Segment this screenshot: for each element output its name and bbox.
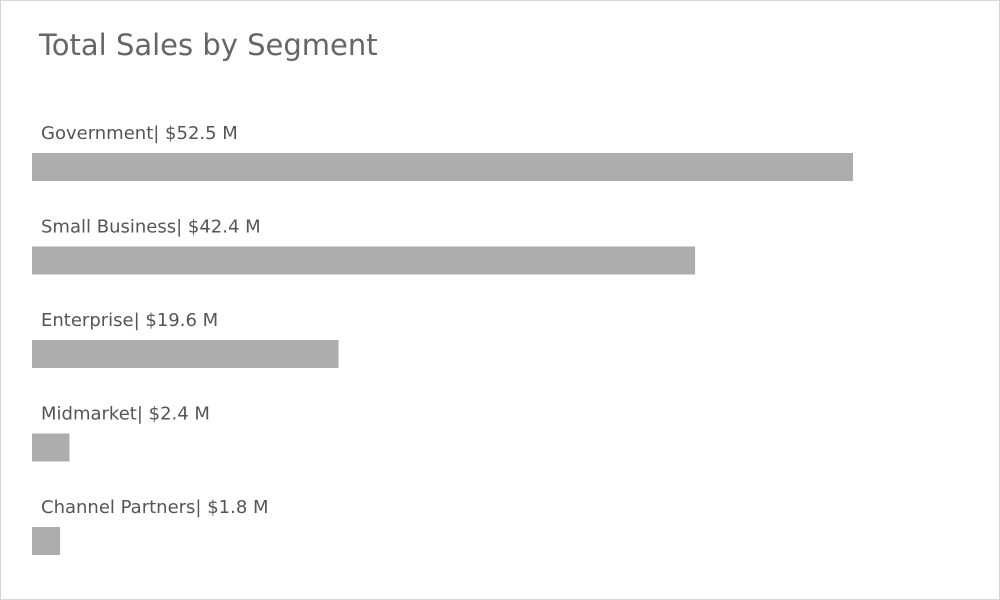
- bar-enterprise: [32, 340, 339, 368]
- bar-midmarket: [32, 433, 70, 462]
- chart-title: Total Sales by Segment: [39, 28, 378, 62]
- bar-small-business: [32, 246, 696, 275]
- bar-row-small-business: Small Business| $42.4 M: [32, 217, 696, 275]
- bar-row-midmarket: Midmarket| $2.4 M: [32, 404, 210, 462]
- bar-row-government: Government| $52.5 M: [32, 123, 853, 181]
- bar-row-channel-partners: Channel Partners| $1.8 M: [32, 497, 269, 555]
- bar-label-government: Government| $52.5 M: [41, 123, 238, 144]
- bar-row-enterprise: Enterprise| $19.6 M: [32, 310, 339, 368]
- bar-government: [32, 153, 853, 181]
- bar-label-midmarket: Midmarket| $2.4 M: [41, 404, 210, 425]
- bar-label-small-business: Small Business| $42.4 M: [41, 217, 261, 238]
- bar-label-enterprise: Enterprise| $19.6 M: [41, 310, 218, 331]
- bar-channel-partners: [32, 527, 61, 555]
- bar-label-channel-partners: Channel Partners| $1.8 M: [41, 497, 269, 518]
